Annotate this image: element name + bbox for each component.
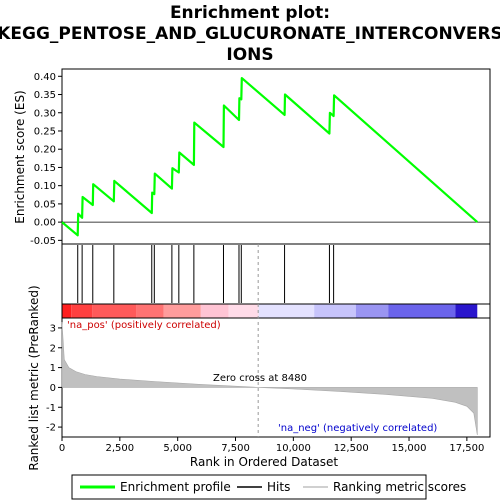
rank-xtick-label: 10,000	[276, 443, 311, 454]
es-ytick-label: -0.05	[30, 236, 56, 247]
heat-segment	[355, 304, 389, 318]
es-ytick-label: 0.15	[34, 163, 56, 174]
heat-segment	[258, 304, 315, 318]
heat-segment	[92, 304, 137, 318]
es-ytick-label: 0.25	[34, 126, 56, 137]
es-frame	[61, 68, 491, 245]
es-ytick-label: 0.35	[34, 90, 56, 101]
es-ytick-label: 0.05	[34, 199, 56, 210]
es-panel: 0.40 0.35 0.30 0.25 0.20 0.15 0.10 0.05 0.00 -0.0…	[30, 68, 491, 247]
rank-xtick-label: 17,500	[449, 443, 484, 454]
es-ytick-label: 0.10	[34, 181, 56, 192]
chart-title-line-1: Enrichment plot:	[170, 3, 330, 23]
rank-ytick-label: -1	[46, 403, 56, 414]
heat-segment	[455, 304, 478, 318]
heat-segment	[71, 304, 93, 318]
es-ytick-label: 0.20	[34, 145, 56, 156]
es-ytick-label: 0.40	[34, 72, 56, 83]
heat-segment	[388, 304, 456, 318]
ranking-metric-area	[61, 321, 478, 436]
pos-label: 'na_pos' (positively correlated)	[67, 320, 221, 331]
hits-frame	[61, 243, 491, 305]
es-ytick-label: 0.00	[34, 218, 56, 229]
rank-ytick-label: 0	[50, 383, 56, 394]
rank-xtick-label: 5,000	[163, 443, 192, 454]
heat-segment	[200, 304, 229, 318]
rank-ytick-label: -2	[46, 423, 56, 434]
chart-title-line-2: KEGG_PENTOSE_AND_GLUCURONATE_INTERCONVER…	[0, 24, 500, 44]
rank-xtick-label: 7,500	[221, 443, 250, 454]
legend-label-hits: Hits	[267, 480, 290, 494]
rank-ylabel: Ranked list metric (PreRanked)	[27, 285, 41, 470]
rank-xlabel: Rank in Ordered Dataset	[190, 455, 338, 469]
heat-bar	[61, 303, 491, 319]
legend: Enrichment profile Hits Ranking metric s…	[71, 474, 466, 500]
rank-ytick-label: 1	[50, 363, 56, 374]
heat-segment	[136, 304, 164, 318]
enrichment-profile-line	[61, 76, 479, 237]
rank-frame	[61, 317, 491, 438]
neg-label: 'na_neg' (negatively correlated)	[278, 423, 437, 434]
rank-ytick-label: 3	[50, 323, 56, 334]
heat-segment	[62, 304, 72, 318]
rank-xtick-label: 15,000	[392, 443, 427, 454]
heat-segment	[314, 304, 356, 318]
chart-title-line-3: IONS	[226, 45, 273, 65]
zero-cross-label: Zero cross at 8480	[213, 373, 307, 384]
legend-label-enrichment: Enrichment profile	[120, 480, 231, 494]
rank-xtick-label: 12,500	[334, 443, 369, 454]
hits-panel	[61, 243, 491, 305]
es-ylabel: Enrichment score (ES)	[13, 90, 27, 223]
es-ytick-label: 0.30	[34, 108, 56, 119]
heat-segment	[228, 304, 259, 318]
heat-segment	[163, 304, 201, 318]
legend-label-ranking: Ranking metric scores	[333, 480, 466, 494]
rank-xtick-label: 2,500	[106, 443, 135, 454]
rank-ytick-label: 2	[50, 343, 56, 354]
rank-xtick-label: 0	[59, 443, 65, 454]
